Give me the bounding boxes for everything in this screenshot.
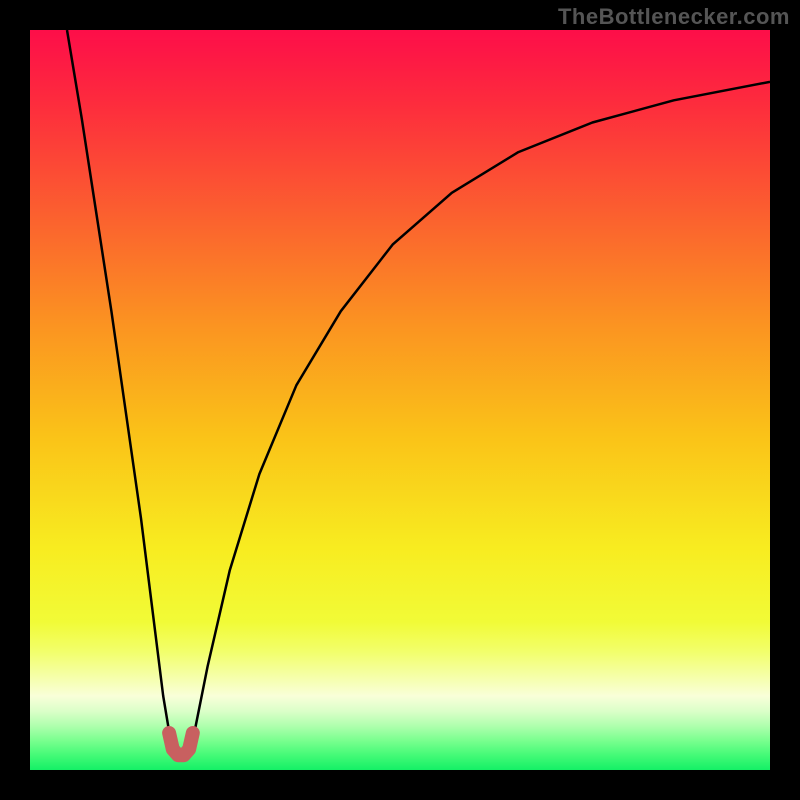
watermark-text: TheBottlenecker.com [558, 4, 790, 30]
gradient-background [30, 30, 770, 770]
bottleneck-chart [30, 30, 770, 770]
chart-container: TheBottlenecker.com [0, 0, 800, 800]
